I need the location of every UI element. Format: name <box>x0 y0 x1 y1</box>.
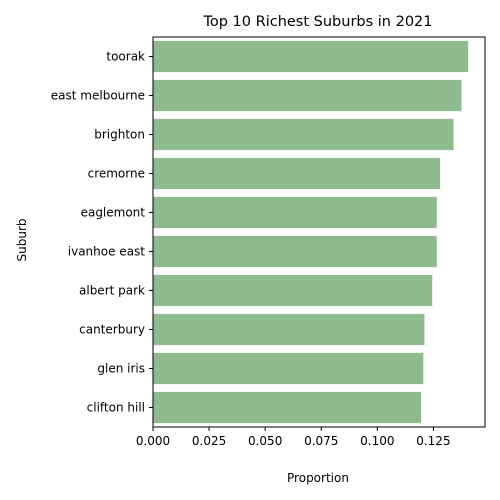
y-tick-label: glen iris <box>97 362 145 376</box>
bars-group <box>153 40 469 424</box>
x-tick-label: 0.000 <box>136 434 170 448</box>
bar-east-melbourne <box>153 79 462 112</box>
bar-albert-park <box>153 274 433 307</box>
x-tick-label: 0.075 <box>304 434 338 448</box>
y-axis-label: Suburb <box>15 219 29 262</box>
bar-cremorne <box>153 157 441 190</box>
x-axis-ticks: 0.000 0.025 0.050 0.075 0.100 0.125 <box>136 427 451 448</box>
y-axis-ticks: toorak east melbourne brighton cremorne eagl… <box>51 50 153 415</box>
x-tick-label: 0.100 <box>360 434 394 448</box>
y-tick-label: east melbourne <box>51 89 145 103</box>
y-tick-label: canterbury <box>79 323 145 337</box>
y-tick-label: albert park <box>79 284 145 298</box>
bar-ivanhoe-east <box>153 235 437 268</box>
y-tick-label: ivanhoe east <box>68 245 146 259</box>
y-tick-label: eaglemont <box>81 206 146 220</box>
bar-brighton <box>153 118 454 151</box>
y-tick-label: toorak <box>106 50 145 64</box>
chart-title: Top 10 Richest Suburbs in 2021 <box>202 14 432 30</box>
x-axis-label: Proportion <box>287 471 349 485</box>
bar-toorak <box>153 40 469 73</box>
bar-canterbury <box>153 313 425 346</box>
y-tick-label: clifton hill <box>87 401 145 415</box>
x-tick-label: 0.125 <box>416 434 450 448</box>
bar-eaglemont <box>153 196 437 229</box>
bar-glen-iris <box>153 352 424 385</box>
plot-frame <box>152 36 486 428</box>
y-tick-label: brighton <box>94 128 145 142</box>
y-tick-label: cremorne <box>88 167 145 181</box>
x-tick-label: 0.025 <box>192 434 226 448</box>
x-tick-label: 0.050 <box>248 434 282 448</box>
bar-clifton-hill <box>153 391 422 424</box>
